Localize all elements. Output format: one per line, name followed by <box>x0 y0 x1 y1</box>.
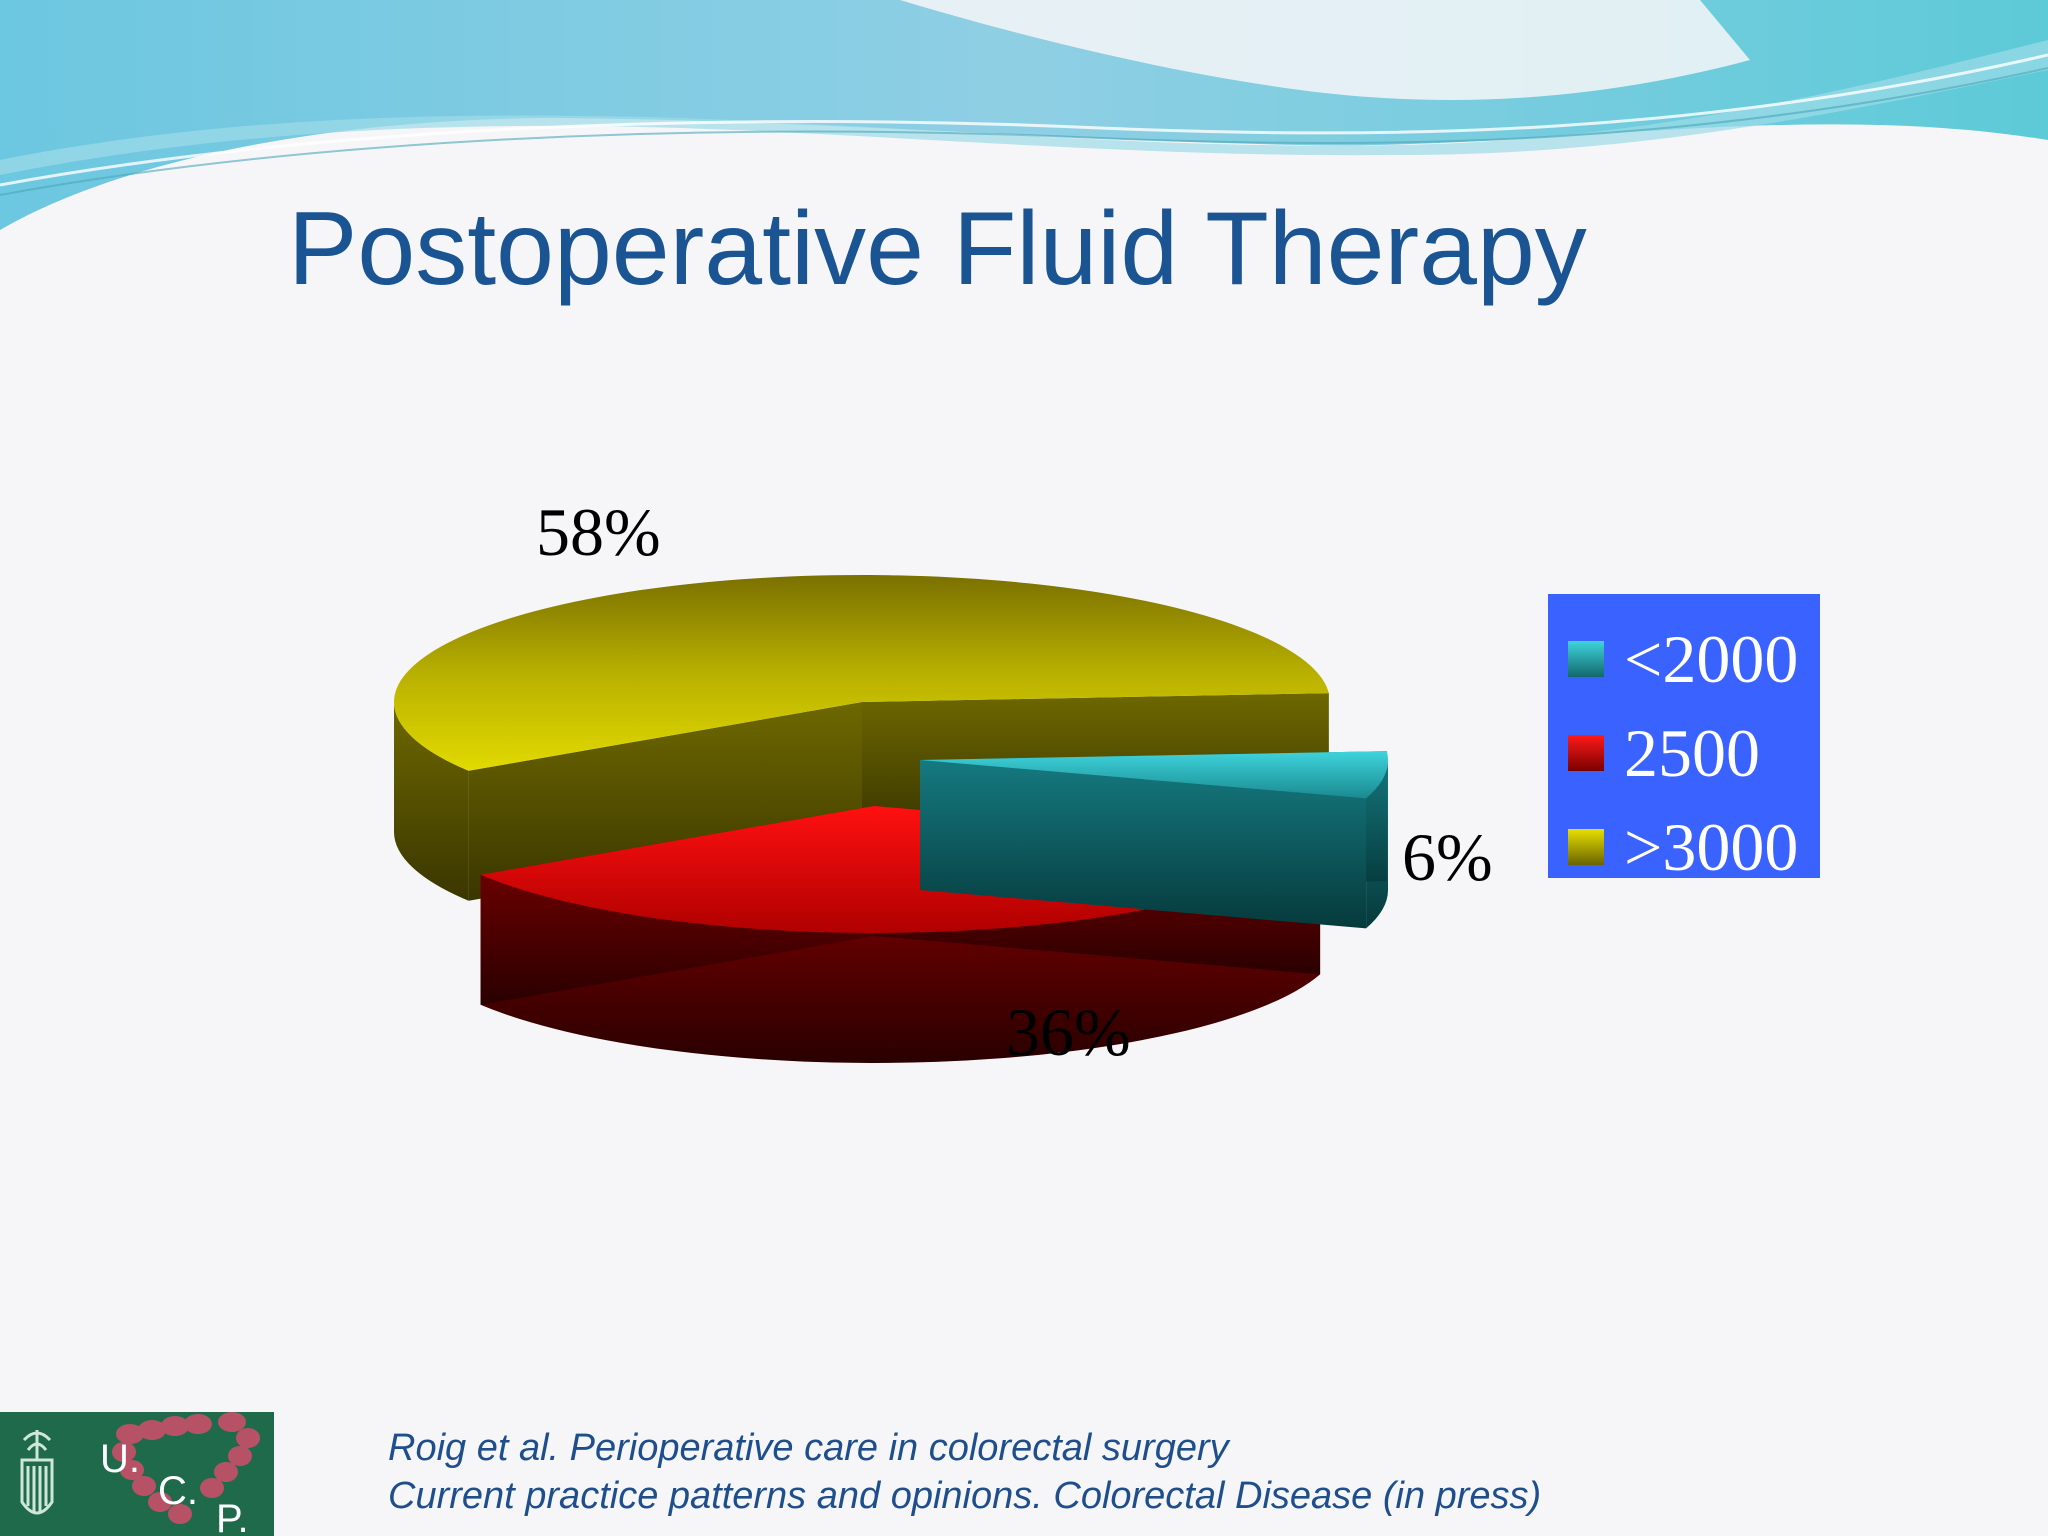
citation-line-1: Roig et al. Perioperative care in colore… <box>388 1427 1229 1469</box>
logo-letter-p: P. <box>216 1497 249 1536</box>
pie-slice-greater-3000-face-0 <box>468 702 862 901</box>
data-label-2500: 36% <box>1006 994 1131 1070</box>
pie-slice-less-2000 <box>920 751 1389 929</box>
coat-of-arms-icon <box>20 1430 54 1515</box>
citation: Roig et al. Perioperative care in colore… <box>388 1424 1541 1520</box>
colon-graphic <box>112 1412 260 1524</box>
legend-label: <2000 <box>1624 620 1799 697</box>
pie-slice-greater-3000-side <box>394 702 469 901</box>
pie-slice-greater-3000-top <box>394 575 1329 771</box>
ucp-logo: U. C. P. <box>0 1412 274 1536</box>
legend-swatch-red <box>1568 735 1604 771</box>
legend-item-greater-3000: >3000 <box>1548 800 1820 894</box>
data-label-less-2000: 6% <box>1402 819 1493 895</box>
legend-swatch-cyan <box>1568 641 1604 677</box>
legend-swatch-yellow <box>1568 829 1604 865</box>
chart-legend: <2000 2500 >3000 <box>1548 594 1820 885</box>
slide-title: Postoperative Fluid Therapy <box>288 191 1587 307</box>
legend-item-2500: 2500 <box>1548 706 1820 800</box>
pie-slice-less-2000-top <box>920 751 1389 799</box>
legend-label: 2500 <box>1624 714 1760 791</box>
logo-letter-c: C. <box>158 1469 198 1513</box>
logo-letter-u: U. <box>100 1437 140 1481</box>
legend-item-less-2000: <2000 <box>1548 612 1820 706</box>
wave-banner <box>0 0 2048 230</box>
data-label-greater-3000: 58% <box>536 494 661 570</box>
pie-slice-2500-side <box>480 844 1321 1064</box>
citation-line-2: Current practice patterns and opinions. … <box>388 1475 1542 1517</box>
legend-label: >3000 <box>1624 808 1799 885</box>
pie-slice-less-2000-face-1 <box>920 760 1367 929</box>
